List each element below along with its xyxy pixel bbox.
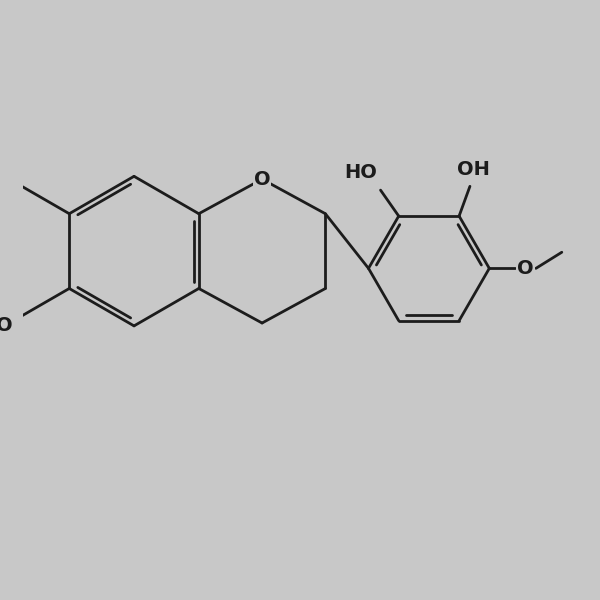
Text: HO: HO <box>344 163 377 182</box>
Text: O: O <box>0 316 13 335</box>
Text: OH: OH <box>457 160 490 179</box>
Text: O: O <box>254 170 271 188</box>
Text: O: O <box>517 259 534 278</box>
